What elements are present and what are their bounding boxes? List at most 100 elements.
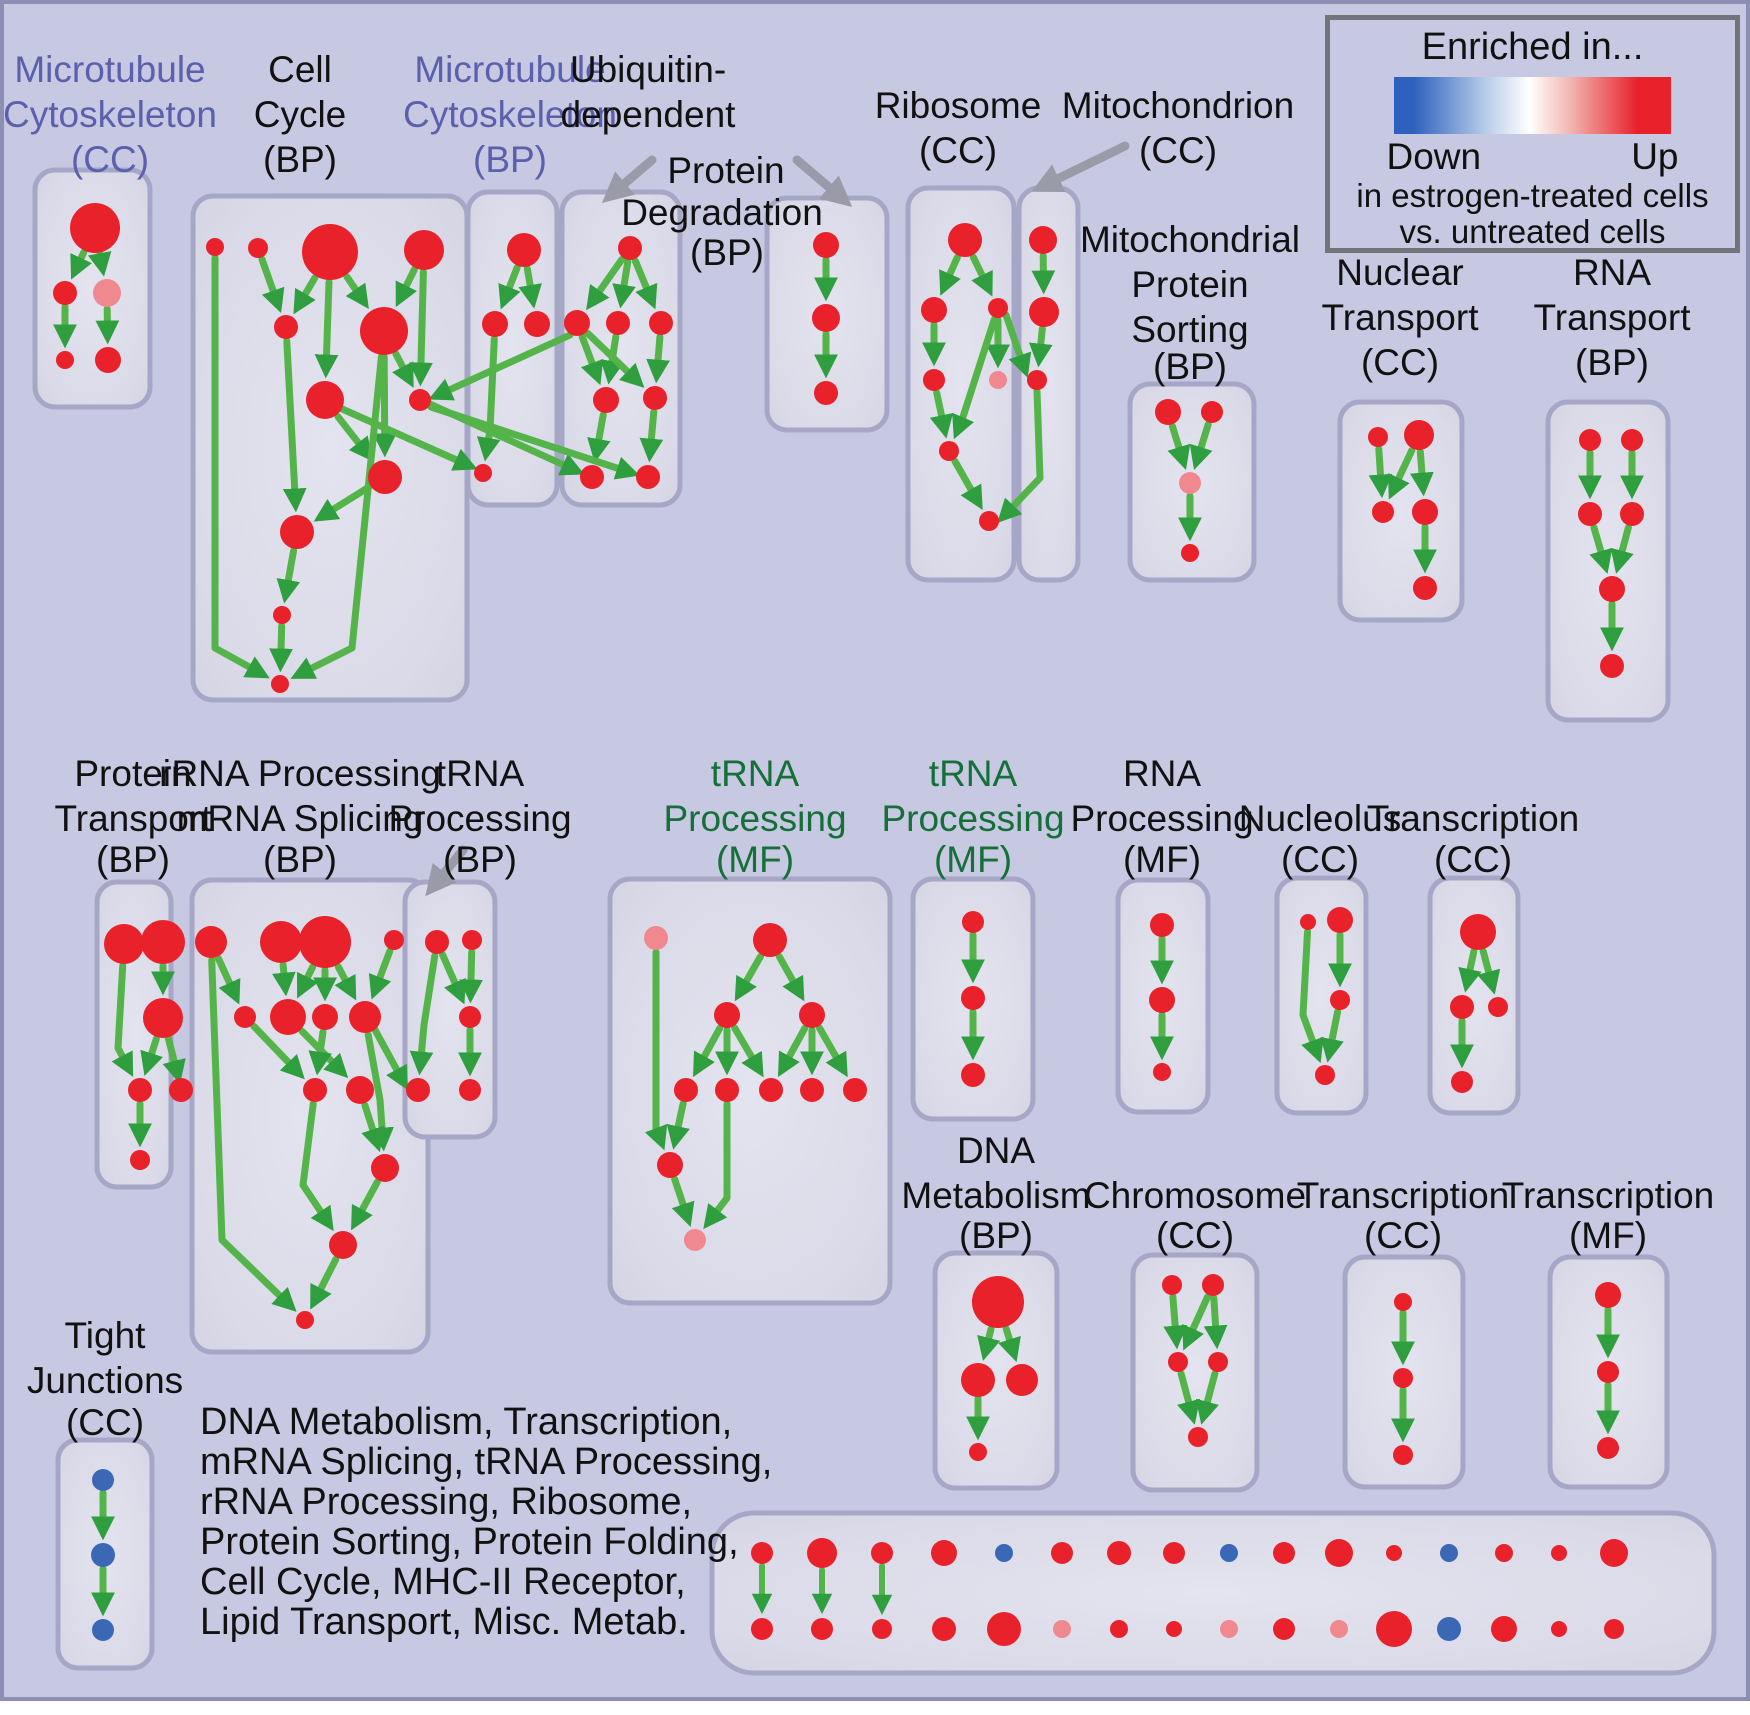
relation-arrow xyxy=(1167,422,1191,470)
go-term-node-red xyxy=(128,1078,152,1102)
go-term-node-red xyxy=(303,1078,327,1102)
go-term-node-red xyxy=(961,1363,995,1397)
go-term-node-red xyxy=(1208,1352,1228,1372)
go-term-node-pink xyxy=(93,279,121,307)
relation-arrow xyxy=(211,254,270,679)
go-term-node-red xyxy=(1600,654,1624,678)
go-term-node-red xyxy=(474,464,492,482)
strip-node-top-red xyxy=(1107,1541,1131,1565)
go-term-node-red xyxy=(988,298,1008,318)
cluster-label: (BP) xyxy=(96,839,170,880)
relation-arrow xyxy=(439,951,466,1005)
go-term-node-red xyxy=(1578,502,1602,526)
relation-arrow xyxy=(1203,1294,1228,1350)
go-term-node-red xyxy=(580,465,604,489)
relation-arrow xyxy=(282,337,307,513)
go-term-node-red xyxy=(1393,1368,1413,1388)
cluster-label: (BP) xyxy=(1153,346,1227,387)
strip-node-top-red xyxy=(1600,1539,1628,1567)
go-term-node-red xyxy=(1027,370,1047,390)
legend-down-label: Down xyxy=(1386,136,1482,177)
cluster-label: Transcription xyxy=(1367,798,1579,839)
legend-title: Enriched in... xyxy=(1421,26,1644,68)
cluster-label: (CC) xyxy=(1281,839,1359,880)
cross-cluster-arrow xyxy=(336,404,478,471)
cluster-label: mRNA Splicing xyxy=(177,798,424,839)
cluster-label: Tight xyxy=(65,1315,147,1356)
go-term-node-red xyxy=(349,1001,381,1033)
cluster-label: Processing xyxy=(663,798,846,839)
relation-arrow xyxy=(269,622,293,673)
cluster-label: DNA xyxy=(957,1130,1035,1171)
relation-arrow xyxy=(351,1178,381,1231)
strip-node-top-red xyxy=(1386,1545,1402,1561)
relation-arrow xyxy=(498,264,521,310)
go-term-node-red xyxy=(371,1154,399,1182)
go-term-node-red xyxy=(346,1076,374,1104)
go-term-node-red xyxy=(384,930,404,950)
cluster-label: Processing xyxy=(388,798,571,839)
relation-arrow xyxy=(111,962,134,1077)
edges-layer xyxy=(53,249,1644,1617)
relation-arrow xyxy=(70,249,92,280)
summary-line: Protein Sorting, Protein Folding, xyxy=(200,1521,739,1563)
relation-arrow xyxy=(969,253,993,297)
go-term-node-red xyxy=(306,381,344,419)
go-term-node-red xyxy=(1413,576,1437,600)
cross-cluster-arrow xyxy=(997,387,1044,524)
relation-arrow xyxy=(310,1255,340,1310)
go-term-node-red xyxy=(296,1311,314,1329)
relation-arrow xyxy=(258,255,285,314)
strip-node-top-red xyxy=(751,1542,773,1564)
cluster-label: Transport xyxy=(1534,297,1692,338)
cluster-label: Processing xyxy=(1070,798,1253,839)
cluster-label: Junctions xyxy=(27,1360,183,1401)
nodes-layer xyxy=(53,203,1644,1647)
go-term-node-red xyxy=(799,1002,825,1028)
relation-arrow xyxy=(1589,523,1613,574)
go-term-node-red xyxy=(800,1078,824,1102)
cluster-label: Nucleolus xyxy=(1239,798,1401,839)
go-term-node-red xyxy=(141,920,185,964)
go-term-node-red xyxy=(507,233,541,267)
strip-node-top-red xyxy=(931,1540,957,1566)
go-term-node-blue xyxy=(92,1619,114,1641)
go-term-node-pink xyxy=(989,371,1007,389)
go-term-node-red xyxy=(1597,1361,1619,1383)
cluster-label: Chromosome xyxy=(1084,1175,1306,1216)
relation-arrow xyxy=(692,1024,724,1078)
go-term-node-red xyxy=(1300,914,1316,930)
relation-arrow xyxy=(1477,947,1501,995)
relation-arrow xyxy=(459,948,483,1004)
relation-arrow xyxy=(1388,446,1416,500)
relation-arrow xyxy=(395,266,418,308)
relation-arrow xyxy=(334,963,357,1001)
strip-node-bottom-red xyxy=(1491,1616,1517,1642)
strip-node-top-red xyxy=(1163,1542,1185,1564)
strip-node-bottom-red xyxy=(1604,1619,1624,1639)
relation-arrow xyxy=(276,547,301,604)
cluster-label: Cycle xyxy=(254,94,347,135)
go-term-node-red xyxy=(1162,1275,1182,1295)
strip-node-top-red xyxy=(1273,1542,1295,1564)
relation-arrow xyxy=(952,315,998,440)
go-term-node-red xyxy=(753,923,787,957)
strip-node-top-blue xyxy=(1440,1544,1458,1562)
go-term-node-red xyxy=(1188,1427,1208,1447)
cluster-label: tRNA xyxy=(711,753,800,794)
go-term-node-red xyxy=(1404,420,1434,450)
cluster-label: (BP) xyxy=(263,839,337,880)
strip-node-bottom-red xyxy=(872,1619,892,1639)
strip-node-bottom-pink xyxy=(1220,1620,1238,1638)
cluster-label: Nuclear xyxy=(1336,252,1464,293)
cross-cluster-arrow xyxy=(1002,311,1032,378)
relation-arrow xyxy=(1368,445,1393,499)
relation-arrow xyxy=(775,953,805,1002)
relation-arrow xyxy=(214,954,241,1005)
go-term-node-red xyxy=(1451,1071,1473,1093)
go-term-node-red xyxy=(299,916,351,968)
relation-arrow xyxy=(586,255,626,311)
relation-arrow xyxy=(587,411,611,463)
